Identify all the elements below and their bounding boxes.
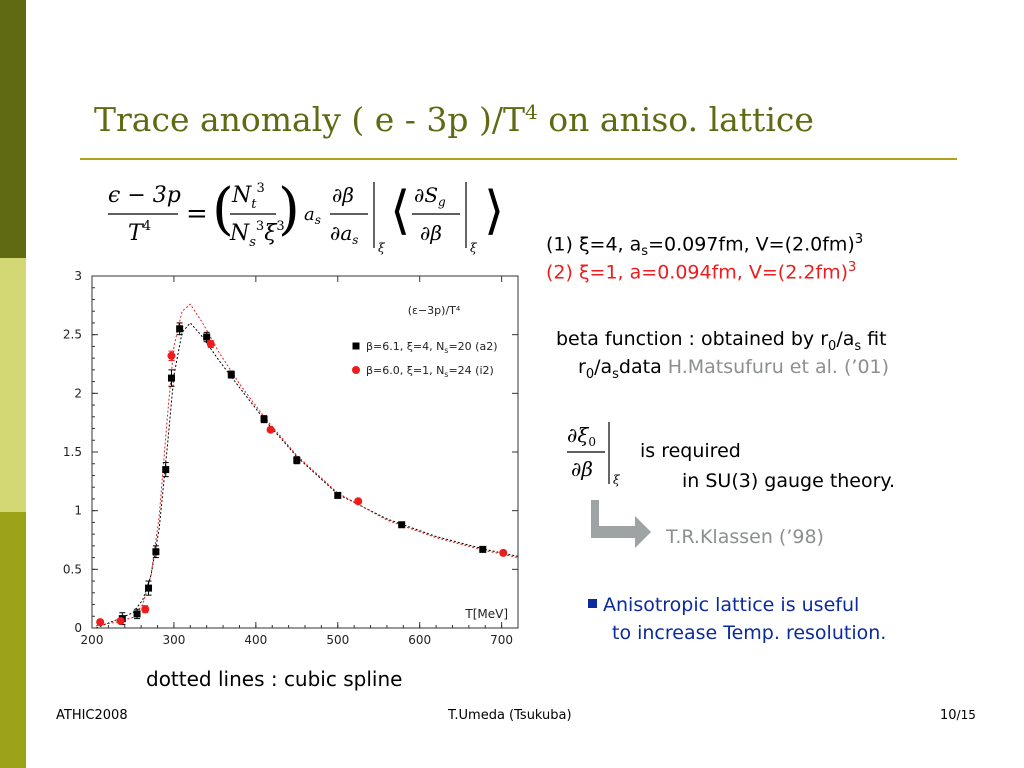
svg-text:∂β: ∂β <box>332 183 354 207</box>
trace-anomaly-formula: ϵ − 3p T4 = ( Nt3 Ns3ξ3 ) as ∂β ∂as ξ ⟨ … <box>108 177 504 255</box>
svg-text:⟨: ⟨ <box>390 181 410 241</box>
data-point-i2 <box>116 616 125 625</box>
y-tick-label: 0.5 <box>63 562 82 576</box>
x-tick-label: 500 <box>326 633 349 647</box>
data-point-a2 <box>145 584 153 592</box>
svg-text:=: = <box>186 199 208 229</box>
required-line-1: is required <box>640 440 741 462</box>
svg-text:T4: T4 <box>128 219 151 246</box>
chart-caption: dotted lines : cubic spline <box>146 667 403 691</box>
title-superscript: 4 <box>525 100 538 124</box>
slide-title: Trace anomaly ( e - 3p )/T4 on aniso. la… <box>94 100 814 139</box>
y-tick-label: 1 <box>74 504 82 518</box>
beta-line-2: r0/asdata H.Matsufuru et al. (’01) <box>578 356 890 382</box>
data-point-a2 <box>479 545 487 553</box>
note-line-1: Anisotropic lattice is useful <box>588 594 859 616</box>
page-number: 10/15 <box>940 708 976 723</box>
x-tick-label: 700 <box>490 633 513 647</box>
svg-text:(: ( <box>212 177 234 242</box>
data-point-a2 <box>167 374 175 382</box>
data-point-a2 <box>334 491 342 499</box>
footer-center: T.Umeda (Tsukuba) <box>448 708 572 723</box>
beta-line-1: beta function : obtained by r0/as fit <box>556 328 887 354</box>
data-point-i2 <box>96 618 105 627</box>
param-line-2: (2) ξ=1, a=0.094fm, V=(2.2fm)3 <box>546 260 857 284</box>
svg-text:ξ: ξ <box>613 473 621 487</box>
svg-text:ξ: ξ <box>378 241 386 255</box>
y-tick-label: 3 <box>74 269 82 283</box>
x-tick-label: 400 <box>244 633 267 647</box>
data-point-i2 <box>266 425 275 434</box>
svg-text:∂ξ0: ∂ξ0 <box>567 423 596 449</box>
legend-marker-i2 <box>352 366 360 374</box>
note-line-2: to increase Temp. resolution. <box>612 622 887 644</box>
x-tick-label: 600 <box>408 633 431 647</box>
svg-text:⟩: ⟩ <box>484 181 504 241</box>
y-tick-label: 2.5 <box>63 328 82 342</box>
required-line-2: in SU(3) gauge theory. <box>682 470 896 492</box>
spline-i2 <box>96 303 519 627</box>
data-point-a2 <box>162 466 170 474</box>
klassen-reference: T.R.Klassen (’98) <box>666 526 824 548</box>
data-point-i2 <box>206 340 215 349</box>
x-axis-label: T[MeV] <box>464 607 508 621</box>
x-tick-label: 300 <box>162 633 185 647</box>
param-line-1: (1) ξ=4, as=0.097fm, V=(2.0fm)3 <box>546 232 864 260</box>
y-tick-label: 0 <box>74 621 82 635</box>
data-point-a2 <box>227 371 235 379</box>
data-point-a2 <box>176 325 184 333</box>
data-point-i2 <box>167 351 176 360</box>
legend-label: β=6.1, ξ=4, Ns=20 (a2) <box>366 340 498 355</box>
data-point-a2 <box>260 415 268 423</box>
bullet-icon <box>588 599 597 608</box>
svg-text:Nt3: Nt3 <box>231 181 265 212</box>
svg-text:∂as: ∂as <box>330 221 358 247</box>
plot-frame <box>91 275 519 629</box>
x-tick-label: 200 <box>81 633 104 647</box>
svg-text:): ) <box>278 177 300 242</box>
title-divider <box>80 158 957 160</box>
data-point-a2 <box>152 548 160 556</box>
data-point-i2 <box>354 497 363 506</box>
svg-text:ξ: ξ <box>470 241 478 255</box>
sidebar-stripe-middle <box>0 258 26 512</box>
chart-inner-title: (ε−3p)/T⁴ <box>408 304 461 317</box>
data-point-i2 <box>141 605 150 614</box>
svg-text:as: as <box>304 204 321 227</box>
data-point-a2 <box>133 610 141 618</box>
sidebar-stripe-top <box>0 0 26 258</box>
y-tick-label: 2 <box>74 386 82 400</box>
title-text: Trace anomaly ( e - 3p )/T <box>94 100 526 139</box>
sidebar-stripe-bottom <box>0 512 26 768</box>
trace-anomaly-chart: 200 300 400 500 600 700 0 0.5 1 1.5 2 2.5 3 (ε−3p)/T⁴… <box>63 269 519 647</box>
legend-marker-a2 <box>352 342 360 350</box>
title-tail: on aniso. lattice <box>537 100 814 139</box>
svg-text:Ns3ξ3: Ns3ξ3 <box>229 219 285 250</box>
data-point-a2 <box>293 456 301 464</box>
footer-left: ATHIC2008 <box>56 708 128 723</box>
svg-text:∂Sg: ∂Sg <box>414 183 446 209</box>
derivative-dxi-dbeta: ∂ξ0 ∂β ξ <box>567 422 621 487</box>
svg-text:∂β: ∂β <box>420 221 442 245</box>
spline-a2 <box>95 322 519 629</box>
data-point-i2 <box>499 548 508 557</box>
arrow-icon <box>591 500 651 548</box>
svg-text:∂β: ∂β <box>571 457 593 481</box>
matsufuru-reference: H.Matsufuru et al. (’01) <box>667 356 890 378</box>
legend-label: β=6.0, ξ=1, Ns=24 (i2) <box>366 364 494 379</box>
svg-text:ϵ − 3p: ϵ − 3p <box>108 183 181 208</box>
data-point-a2 <box>398 521 406 529</box>
y-tick-label: 1.5 <box>63 445 82 459</box>
data-point-a2 <box>203 333 211 341</box>
